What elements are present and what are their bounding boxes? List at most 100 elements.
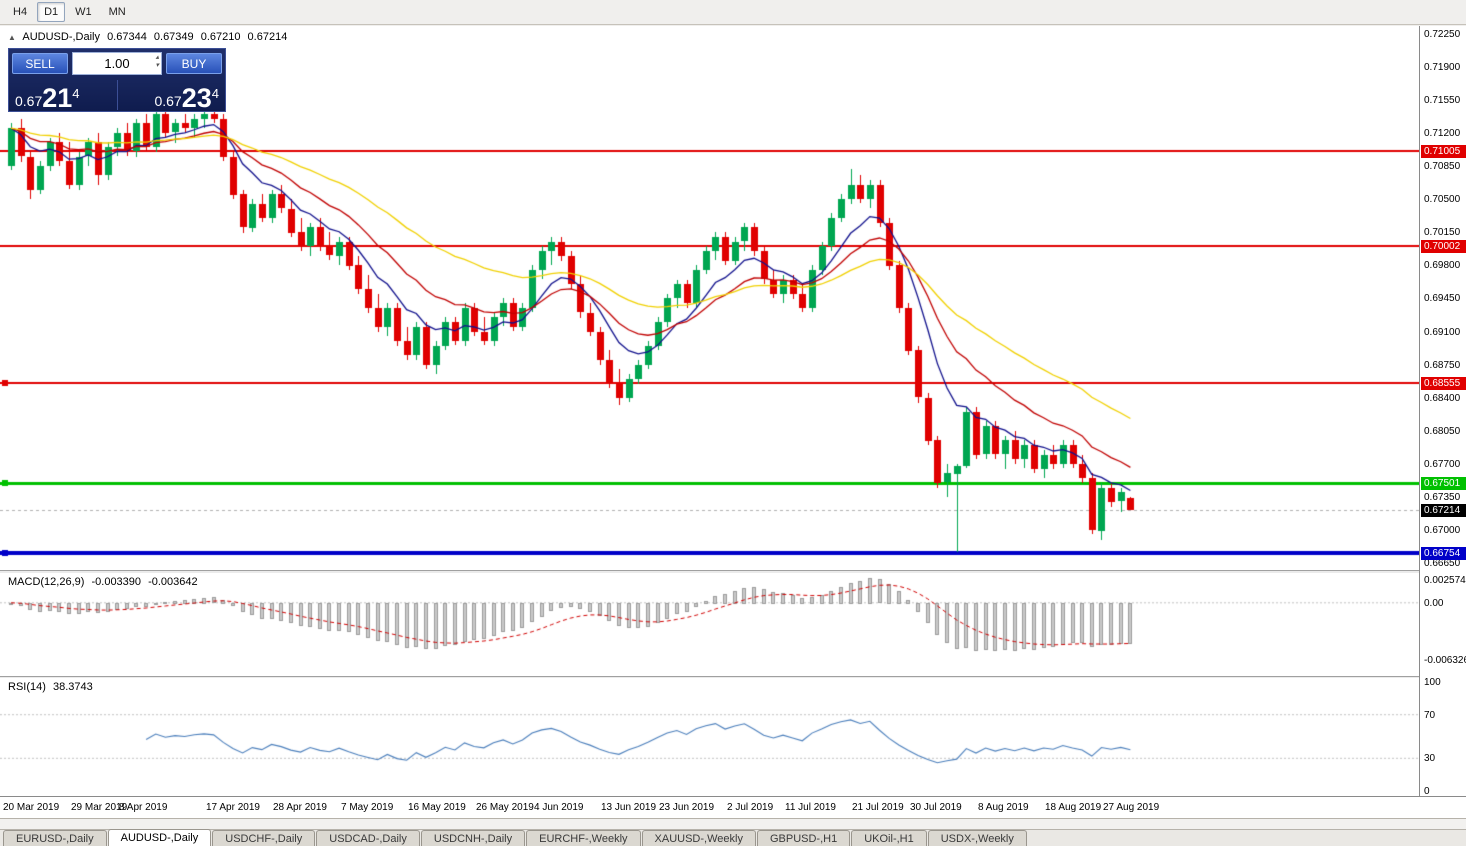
price-axis-label: 0.70150 [1424, 227, 1461, 238]
rsi-axis-label: 0 [1424, 786, 1430, 797]
ohlc-open: 0.67344 [107, 31, 147, 43]
price-axis-label: 0.67700 [1424, 459, 1461, 470]
time-axis-label: 17 Apr 2019 [206, 802, 260, 813]
time-axis-label: 16 May 2019 [408, 802, 466, 813]
price-axis-label: 0.67350 [1424, 492, 1461, 503]
chart-symbol-icon: ▲ [8, 33, 16, 42]
price-level-badge: 0.70002 [1421, 240, 1466, 253]
price-axis-label: 0.68400 [1424, 393, 1461, 404]
chart-symbol: AUDUSD-,Daily [22, 31, 100, 43]
horizontal-scroll-strip[interactable] [0, 818, 1466, 829]
macd-header: MACD(12,26,9) -0.003390 -0.003642 [8, 576, 202, 588]
timeframe-button-h4[interactable]: H4 [13, 6, 28, 18]
chart-tab[interactable]: USDCHF-,Daily [212, 830, 316, 846]
price-axis-label: 0.67000 [1424, 525, 1461, 536]
ohlc-high: 0.67349 [153, 31, 194, 43]
rsi-header: RSI(14) 38.3743 [8, 681, 97, 693]
price-macd-splitter[interactable] [0, 570, 1466, 573]
price-axis-label: 0.66650 [1424, 558, 1461, 569]
chart-tab[interactable]: USDCAD-,Daily [316, 830, 420, 846]
chart-tab[interactable]: EURUSD-,Daily [3, 830, 107, 846]
sell-button[interactable]: SELL [12, 53, 68, 74]
price-axis-column[interactable]: 0.72250 0.71900 0.71550 0.71200 0.70850 0.705… [1419, 26, 1466, 797]
volume-field[interactable]: 1.00 ▴ ▾ [72, 52, 162, 75]
time-axis-label: 21 Jul 2019 [852, 802, 904, 813]
price-axis-label: 0.69800 [1424, 260, 1461, 271]
price-axis-label: 0.72250 [1424, 29, 1461, 40]
chart-tab[interactable]: EURCHF-,Weekly [526, 830, 641, 846]
rsi-axis-label: 100 [1424, 677, 1441, 688]
macd-axis-label: 0.00 [1424, 598, 1444, 609]
chart-tab[interactable]: USDCNH-,Daily [420, 830, 526, 846]
volume-spinner[interactable]: ▴ ▾ [155, 54, 159, 70]
price-level-badge: 0.68555 [1421, 377, 1466, 390]
timeframe-button-w1[interactable]: W1 [75, 6, 92, 18]
time-axis-label: 2 Jul 2019 [727, 802, 774, 813]
sell-price-prefix: 0.67 [15, 93, 43, 109]
buy-price-prefix: 0.67 [154, 93, 182, 109]
price-level-badge: 0.66754 [1421, 547, 1466, 560]
price-level-badge: 0.71005 [1421, 145, 1466, 158]
time-axis-label: 20 Mar 2019 [3, 802, 60, 813]
time-axis-label: 13 Jun 2019 [601, 802, 657, 813]
price-axis-label: 0.70500 [1424, 194, 1461, 205]
sell-price[interactable]: 0.67 21 4 [15, 85, 80, 112]
spin-up-icon[interactable]: ▴ [155, 54, 159, 61]
one-click-trading-panel: SELL 1.00 ▴ ▾ BUY 0.67 21 4 0.67 23 4 [8, 48, 226, 112]
chart-tabs: EURUSD-,Daily AUDUSD-,Daily USDCHF-,Daily U… [0, 829, 1466, 846]
price-axis-label: 0.71550 [1424, 95, 1461, 106]
time-axis-label: 30 Jul 2019 [910, 802, 962, 813]
rsi-axis-label: 70 [1424, 710, 1436, 721]
chart-tab[interactable]: AUDUSD-,Daily [107, 829, 212, 846]
macd-value-main: -0.003390 [91, 576, 142, 588]
price-axis-label: 0.68050 [1424, 426, 1461, 437]
macd-title: MACD(12,26,9) [8, 576, 85, 588]
rsi-value: 38.3743 [52, 681, 93, 693]
timeframe-button-d1[interactable]: D1 [37, 2, 66, 22]
macd-axis-label: -0.006326 [1424, 655, 1466, 666]
time-axis-label: 11 Jul 2019 [785, 802, 836, 813]
time-axis-label: 8 Aug 2019 [978, 802, 1029, 813]
chart-tab[interactable]: GBPUSD-,H1 [756, 830, 851, 846]
buy-price-sup: 4 [211, 86, 219, 101]
time-axis-label: 28 Apr 2019 [273, 802, 327, 813]
macd-value-signal: -0.003642 [148, 576, 198, 588]
price-axis-label: 0.71200 [1424, 128, 1461, 139]
ohlc-low: 0.67210 [200, 31, 241, 43]
buy-price-big: 23 [181, 83, 212, 113]
sell-price-big: 21 [42, 83, 73, 113]
volume-value: 1.00 [104, 56, 130, 71]
time-axis-label: 7 May 2019 [341, 802, 394, 813]
timeframe-toolbar: H4 D1 W1 MN [0, 0, 1466, 25]
chart-title: ▲ AUDUSD-,Daily 0.67344 0.67349 0.67210 … [8, 31, 291, 43]
macd-axis-label: 0.002574 [1424, 575, 1466, 586]
trade-panel-divider [116, 80, 118, 110]
ohlc-close: 0.67214 [247, 31, 288, 43]
time-axis-label: 27 Aug 2019 [1103, 802, 1160, 813]
rsi-axis-label: 30 [1424, 753, 1436, 764]
price-axis-label: 0.70850 [1424, 161, 1461, 172]
price-axis-label: 0.68750 [1424, 360, 1461, 371]
timeframe-button-mn[interactable]: MN [108, 6, 126, 18]
price-axis-label: 0.71900 [1424, 62, 1461, 73]
time-axis-label: 8 Apr 2019 [119, 802, 168, 813]
current-price-badge: 0.67214 [1421, 504, 1466, 517]
price-axis-label: 0.69100 [1424, 327, 1461, 338]
time-axis-label: 4 Jun 2019 [534, 802, 584, 813]
chart-tab[interactable]: USDX-,Weekly [927, 830, 1027, 846]
macd-rsi-splitter[interactable] [0, 676, 1466, 678]
chart-tab[interactable]: UKOil-,H1 [851, 830, 927, 846]
spin-down-icon[interactable]: ▾ [155, 62, 159, 69]
price-level-badge: 0.67501 [1421, 477, 1466, 490]
time-axis-label: 26 May 2019 [476, 802, 534, 813]
time-axis-label: 29 Mar 2019 [71, 802, 128, 813]
time-axis-label: 18 Aug 2019 [1045, 802, 1102, 813]
chart-tab[interactable]: XAUUSD-,Weekly [641, 830, 756, 846]
sell-price-sup: 4 [72, 86, 80, 101]
price-axis-label: 0.69450 [1424, 293, 1461, 304]
time-axis[interactable]: 20 Mar 2019 29 Mar 2019 8 Apr 2019 17 Apr 2… [0, 796, 1466, 818]
buy-button[interactable]: BUY [166, 53, 222, 74]
chart-canvas[interactable] [0, 26, 1419, 796]
buy-price[interactable]: 0.67 23 4 [154, 85, 219, 112]
time-axis-label: 23 Jun 2019 [659, 802, 715, 813]
